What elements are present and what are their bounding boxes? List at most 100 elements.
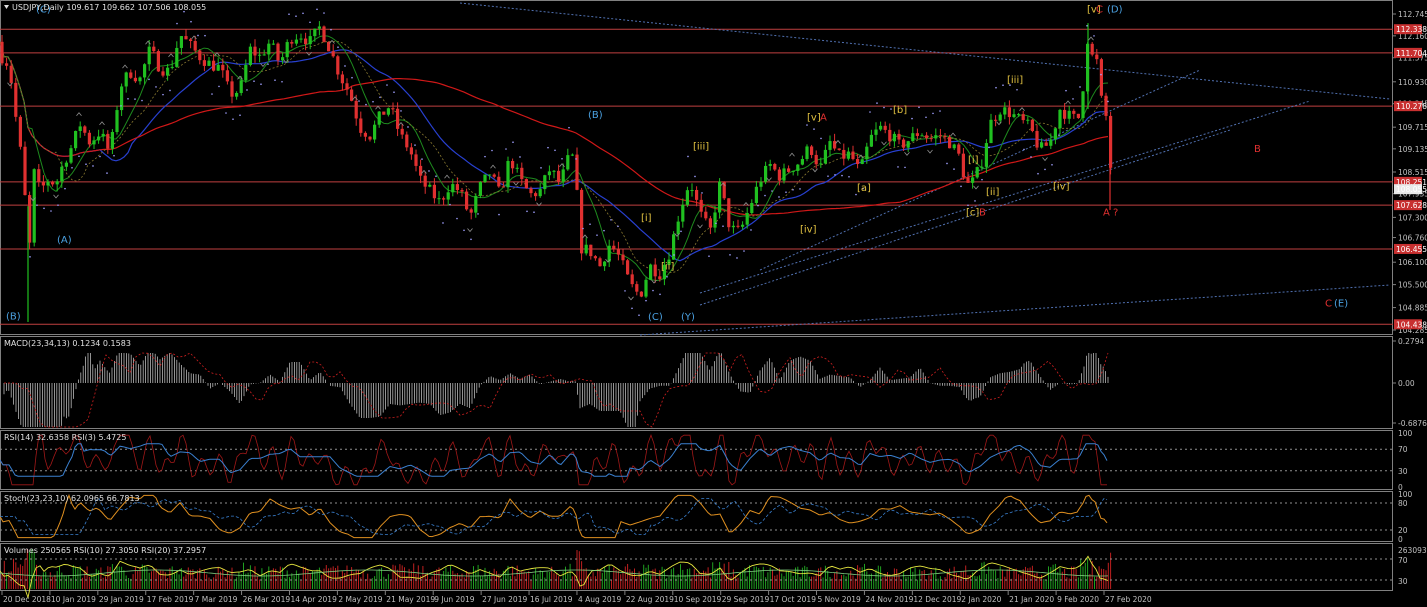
moving-average-blue	[0, 41, 1109, 262]
candle	[258, 48, 262, 63]
level-tag: 104.438	[1394, 319, 1427, 330]
level-tag: 108.251	[1394, 176, 1427, 187]
sar-dot	[1030, 156, 1032, 158]
candle	[432, 178, 436, 204]
candle	[796, 163, 800, 176]
sar-dot	[393, 91, 395, 93]
candle	[865, 142, 869, 164]
candle	[925, 132, 929, 143]
wave-label: (B)	[6, 311, 21, 322]
date-tick-label: 9 Feb 2020	[1057, 595, 1099, 604]
candle	[713, 206, 717, 233]
candle	[920, 133, 924, 137]
sar-dot	[848, 175, 850, 178]
candle	[405, 131, 409, 152]
price-tick-label: 112.160	[1398, 32, 1427, 41]
candle	[253, 39, 257, 63]
rsi-header: RSI(14) 32.6358 RSI(3) 5.4725	[4, 433, 126, 442]
channel-line-mid	[699, 129, 1231, 306]
rsi-axis: 100 70 30 0	[1398, 429, 1413, 492]
fractal-marker	[145, 40, 151, 45]
candle	[469, 207, 473, 220]
candle	[851, 145, 855, 161]
candle	[1040, 138, 1044, 149]
candle	[124, 71, 128, 93]
candle	[455, 177, 459, 195]
candle	[225, 64, 229, 85]
fractal-marker	[628, 296, 634, 301]
candle	[87, 130, 91, 148]
sar-dot	[617, 225, 619, 228]
candle	[529, 186, 533, 198]
candle	[221, 58, 225, 78]
fractal-marker	[76, 112, 82, 116]
candle	[244, 59, 248, 83]
date-tick-label: 5 Nov 2019	[818, 595, 861, 604]
candle	[1067, 105, 1071, 124]
sar-dot	[456, 217, 458, 220]
candle	[1099, 57, 1103, 98]
candle	[304, 32, 308, 51]
wave-label: [iv]	[800, 224, 817, 235]
candle	[681, 198, 685, 228]
sar-dot	[64, 187, 66, 190]
candle	[754, 181, 758, 206]
sar-dot	[204, 34, 206, 37]
sar-dot	[1002, 84, 1004, 87]
fractal-marker	[605, 258, 611, 263]
date-tick-label: 17 Feb 2019	[147, 595, 194, 604]
candle	[515, 163, 519, 173]
candle	[373, 120, 377, 144]
fractal-marker	[168, 53, 174, 58]
candle	[777, 167, 781, 186]
candle	[773, 162, 777, 172]
fractal-marker	[1019, 107, 1025, 111]
candle	[846, 147, 850, 161]
wave-label: [a]	[857, 183, 871, 194]
candle	[524, 178, 528, 189]
fractal-marker	[283, 59, 289, 64]
candle	[377, 111, 381, 128]
fractal-marker	[191, 35, 197, 40]
candle	[1053, 127, 1057, 145]
stoch-tick-label: 80	[1398, 499, 1408, 508]
sar-dot	[981, 178, 983, 181]
parabolic-sar-dots	[29, 8, 1109, 317]
sar-dot	[792, 189, 794, 191]
menu-triangle-icon[interactable]	[4, 5, 9, 9]
sar-dot	[274, 79, 276, 81]
sar-dot	[687, 155, 689, 158]
svg-text:107.628: 107.628	[1396, 201, 1427, 210]
candle	[497, 171, 501, 188]
volume-tick-label: 30	[1398, 577, 1408, 586]
sar-dot	[267, 63, 269, 65]
sar-dot	[386, 84, 388, 86]
candle	[662, 258, 666, 286]
sar-dot	[1079, 86, 1081, 88]
candle	[492, 173, 496, 179]
candle	[483, 174, 487, 183]
wave-label: [ii]	[661, 262, 674, 273]
wave-label: (D)	[1107, 4, 1123, 15]
candle	[805, 144, 809, 162]
level-tag: 106.455	[1394, 243, 1427, 254]
sar-dot	[309, 21, 311, 24]
candle	[322, 25, 326, 43]
candle	[612, 240, 616, 252]
sar-dot	[883, 106, 885, 109]
date-tick-label: 10 Sep 2019	[674, 595, 722, 604]
candle	[294, 34, 298, 46]
sar-dot	[764, 194, 766, 197]
sar-dot	[1016, 88, 1018, 91]
candle	[819, 157, 823, 168]
candle	[906, 140, 910, 152]
fractal-marker	[214, 52, 220, 57]
candle	[60, 161, 64, 188]
sar-dot	[1100, 73, 1102, 76]
candle	[386, 107, 390, 117]
date-tick-label: 2 May 2019	[338, 595, 382, 604]
rsi3-line	[0, 434, 1107, 486]
sar-dot	[400, 110, 402, 112]
candle	[911, 126, 915, 142]
svg-text:104.438: 104.438	[1396, 320, 1427, 329]
